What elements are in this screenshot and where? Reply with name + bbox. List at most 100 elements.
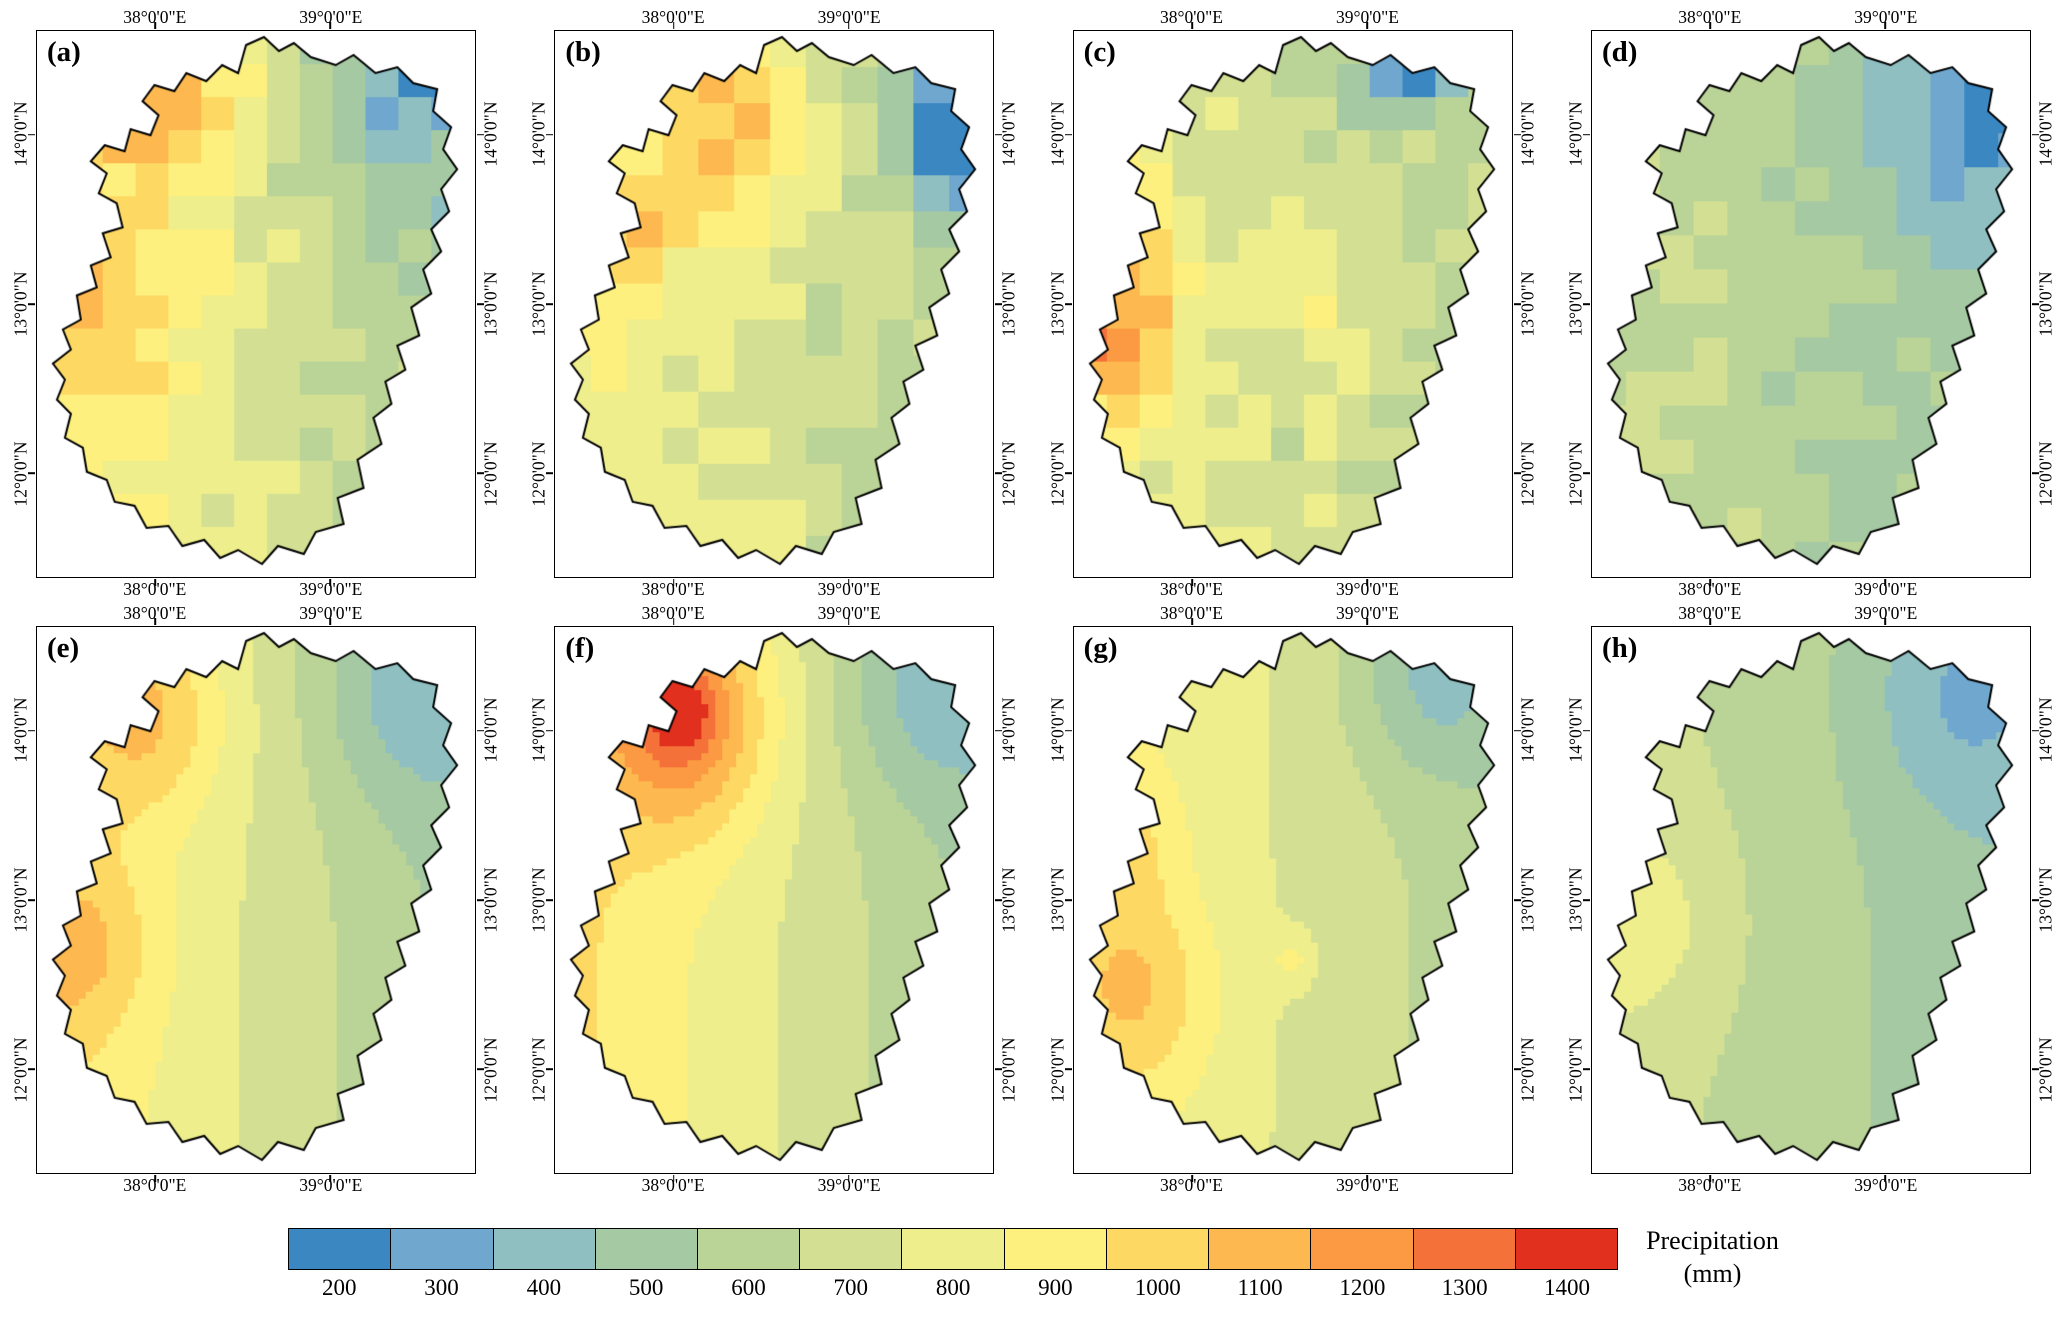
axis-tick-label: 39°0'0"E: [299, 603, 363, 623]
tick-mark: [329, 579, 332, 586]
colorbar-segment: [1515, 1229, 1618, 1269]
axis-tick-label: 38°0'0"E: [123, 603, 187, 623]
right-axis-labels: 14°0'0"N 13°0'0"N 12°0'0"N: [994, 626, 1024, 1174]
basin-precipitation-map: [1591, 31, 2030, 577]
tick-mark: [1582, 303, 1590, 305]
tick-mark: [154, 22, 157, 29]
axis-tick-label: 39°0'0"E: [1854, 579, 1918, 599]
top-axis-labels: 38°0'0"E 39°0'0"E: [1591, 6, 2031, 30]
bottom-axis-labels: 38°0'0"E 39°0'0"E: [1073, 1174, 1513, 1198]
axis-tick-label: 39°0'0"E: [299, 579, 363, 599]
colorbar-tick-label: 700: [833, 1275, 869, 1300]
colorbar-swatches: [288, 1228, 1619, 1270]
tick-mark: [672, 1175, 675, 1182]
tick-mark: [477, 303, 484, 305]
tick-mark: [1513, 1068, 1521, 1071]
tick-mark: [28, 133, 35, 136]
axis-tick-label: 13°0'0"N: [998, 867, 1019, 933]
map-plot-area: (c): [1064, 22, 1521, 586]
figure-row-2: 38°0'0"E 39°0'0"E 14°0'0"N 13°0'0"N 12°0…: [0, 602, 2067, 1198]
precipitation-maps-figure: 38°0'0"E 39°0'0"E 14°0'0"N 13°0'0"N 12°0…: [0, 6, 2067, 1300]
tick-mark: [28, 899, 35, 901]
map-panel: 38°0'0"E 39°0'0"E 14°0'0"N 13°0'0"N 12°0…: [524, 602, 1024, 1198]
axis-tick-label: 13°0'0"N: [480, 271, 501, 337]
tick-mark: [546, 729, 554, 732]
tick-mark: [1582, 899, 1590, 901]
axis-tick-label: 39°0'0"E: [299, 1175, 363, 1195]
tick-mark: [1513, 303, 1521, 305]
axis-tick-label: 39°0'0"E: [1854, 603, 1918, 623]
map-panel: 38°0'0"E 39°0'0"E 14°0'0"N 13°0'0"N 12°0…: [6, 6, 506, 602]
figure-row-1: 38°0'0"E 39°0'0"E 14°0'0"N 13°0'0"N 12°0…: [0, 6, 2067, 602]
colorbar-title: Precipitation (mm): [1646, 1225, 1779, 1290]
axis-tick-label: 14°0'0"N: [2035, 101, 2056, 167]
tick-mark: [1513, 899, 1521, 901]
axis-tick-label: 12°0'0"N: [480, 441, 501, 507]
axis-tick-label: 13°0'0"N: [1517, 867, 1538, 933]
tick-mark: [1513, 472, 1521, 475]
axis-tick-label: 38°0'0"E: [1678, 579, 1742, 599]
tick-mark: [995, 899, 1003, 901]
panel-label: (f): [565, 632, 595, 664]
axis-tick-label: 39°0'0"E: [1335, 579, 1399, 599]
map-panel: 38°0'0"E 39°0'0"E 14°0'0"N 13°0'0"N 12°0…: [6, 602, 506, 1198]
axis-tick-label: 14°0'0"N: [998, 697, 1019, 763]
axis-tick-label: 39°0'0"E: [817, 7, 881, 27]
axis-tick-label: 38°0'0"E: [123, 7, 187, 27]
tick-mark: [1884, 618, 1887, 625]
bottom-axis-labels: 38°0'0"E 39°0'0"E: [1591, 1174, 2031, 1198]
axis-tick-label: 14°0'0"N: [480, 101, 501, 167]
axis-tick-label: 14°0'0"N: [998, 101, 1019, 167]
colorbar-tick-label: 1100: [1237, 1275, 1283, 1300]
axis-tick-label: 12°0'0"N: [1517, 441, 1538, 507]
top-axis-labels: 38°0'0"E 39°0'0"E: [1073, 602, 1513, 626]
bottom-axis-labels: 38°0'0"E 39°0'0"E: [554, 578, 994, 602]
axis-tick-label: 13°0'0"N: [2035, 271, 2056, 337]
colorbar-segment: [1106, 1229, 1210, 1269]
colorbar-segment: [1209, 1229, 1312, 1269]
colorbar-tick-label: 1400: [1543, 1275, 1590, 1300]
top-axis-labels: 38°0'0"E 39°0'0"E: [554, 602, 994, 626]
right-axis-labels: 14°0'0"N 13°0'0"N 12°0'0"N: [476, 30, 506, 578]
map-plot-area: (d): [1582, 22, 2039, 586]
axis-tick-label: 39°0'0"E: [1335, 1175, 1399, 1195]
tick-mark: [1709, 22, 1712, 29]
tick-mark: [672, 618, 675, 625]
tick-mark: [546, 303, 554, 305]
axis-tick-label: 13°0'0"N: [2035, 867, 2056, 933]
tick-mark: [2031, 899, 2039, 901]
axis-tick-label: 13°0'0"N: [1517, 271, 1538, 337]
tick-mark: [546, 133, 554, 136]
basin-precipitation-map: [1073, 627, 1512, 1173]
tick-mark: [2031, 303, 2039, 305]
tick-mark: [477, 899, 484, 901]
tick-mark: [1513, 729, 1521, 732]
panel-label: (b): [565, 36, 601, 68]
basin-precipitation-map: [1073, 31, 1512, 577]
tick-mark: [1064, 303, 1072, 305]
bottom-axis-labels: 38°0'0"E 39°0'0"E: [1591, 578, 2031, 602]
tick-mark: [1064, 729, 1072, 732]
tick-mark: [1582, 472, 1590, 475]
tick-mark: [1191, 618, 1193, 625]
axis-tick-label: 12°0'0"N: [998, 1037, 1019, 1103]
axis-tick-label: 38°0'0"E: [1678, 603, 1742, 623]
colorbar-segment: [1413, 1229, 1516, 1269]
tick-mark: [546, 1068, 554, 1071]
bottom-axis-labels: 38°0'0"E 39°0'0"E: [36, 1174, 476, 1198]
colorbar-tick-label: 500: [628, 1275, 664, 1300]
tick-mark: [672, 579, 675, 586]
bottom-axis-labels: 38°0'0"E 39°0'0"E: [36, 578, 476, 602]
tick-mark: [847, 618, 850, 625]
colorbar-tick-label: 1300: [1441, 1275, 1488, 1300]
axis-tick-label: 38°0'0"E: [641, 579, 705, 599]
map-panel: 38°0'0"E 39°0'0"E 14°0'0"N 13°0'0"N 12°0…: [1043, 6, 1543, 602]
colorbar-title-line1: Precipitation: [1646, 1226, 1779, 1255]
tick-mark: [1064, 472, 1072, 475]
tick-mark: [2031, 133, 2039, 136]
tick-mark: [1884, 579, 1887, 586]
axis-tick-label: 38°0'0"E: [1678, 7, 1742, 27]
tick-mark: [1064, 1068, 1072, 1071]
tick-mark: [1884, 22, 1887, 29]
top-axis-labels: 38°0'0"E 39°0'0"E: [1073, 6, 1513, 30]
